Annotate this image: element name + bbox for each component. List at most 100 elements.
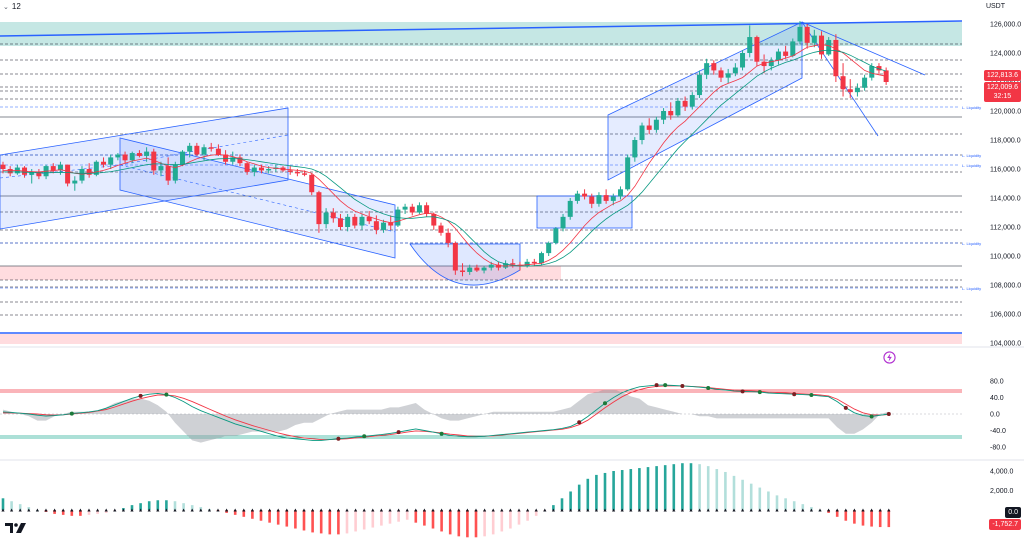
- tradingview-logo-icon[interactable]: [5, 521, 27, 535]
- cross-marker: [654, 383, 659, 388]
- currency-label: USDT: [985, 3, 1005, 10]
- histogram-bar: [337, 510, 340, 535]
- candle-body: [330, 212, 336, 219]
- cross-marker: [680, 383, 685, 388]
- histogram-bar: [87, 510, 91, 515]
- signal-arrow: [87, 508, 91, 512]
- histogram-bar: [156, 500, 160, 510]
- candle-body: [668, 111, 674, 116]
- histogram-bar: [311, 510, 314, 533]
- signal-arrow: [61, 508, 65, 512]
- candle-body: [359, 216, 365, 226]
- candle-body: [373, 221, 379, 230]
- signal-arrow: [526, 508, 530, 512]
- candle-body: [366, 216, 372, 222]
- histogram-bar: [182, 503, 185, 510]
- histogram-bar: [638, 468, 641, 510]
- signal-arrow: [775, 508, 779, 512]
- histogram-bar: [259, 510, 263, 521]
- signal-arrow: [655, 508, 659, 512]
- candle-body: [718, 70, 724, 78]
- liquidity-label: L. Liquidity: [962, 153, 981, 158]
- signal-arrow: [199, 508, 203, 512]
- histogram-bar: [732, 475, 736, 510]
- histogram-bar: [268, 510, 271, 523]
- oscillator-pane: 80.0 40.0 0.0 -40.0 -80.0: [0, 379, 1006, 452]
- signal-arrow: [646, 508, 650, 512]
- candle-body: [57, 164, 63, 171]
- candle-body: [869, 66, 875, 78]
- candle-body: [826, 39, 832, 55]
- candle-body: [553, 228, 559, 243]
- histogram-bar: [70, 510, 74, 516]
- histogram-bar: [483, 510, 486, 537]
- signal-arrow: [792, 508, 796, 512]
- candle-body: [560, 216, 566, 229]
- signal-arrow: [612, 508, 616, 512]
- candle-body: [503, 263, 509, 268]
- candle-body: [244, 163, 250, 172]
- candle-body: [574, 193, 580, 201]
- lightning-alert-icon[interactable]: [883, 351, 896, 364]
- price-tick-label: 126,000.0: [990, 22, 1021, 29]
- candle-body: [29, 171, 35, 175]
- signal-arrow: [233, 508, 237, 512]
- price-tick-label: 112,000.0: [990, 225, 1021, 232]
- signal-arrow: [431, 508, 435, 512]
- cross-marker: [396, 430, 401, 435]
- candle-body: [883, 70, 889, 82]
- histogram-bar: [517, 510, 521, 525]
- cross-marker: [69, 411, 74, 416]
- signal-arrow: [164, 508, 168, 512]
- cross-marker: [138, 393, 143, 398]
- signal-arrow: [577, 508, 581, 512]
- chevron-down-icon: ⌄: [3, 3, 9, 11]
- cross-marker: [792, 392, 797, 397]
- signal-arrow: [809, 508, 813, 512]
- signal-arrow: [827, 508, 831, 512]
- histogram-bar: [233, 510, 237, 515]
- histogram-bar: [294, 510, 297, 529]
- descending-line: [801, 21, 926, 76]
- signal-arrow: [637, 508, 641, 512]
- histogram-bar: [569, 491, 572, 510]
- candle-body: [230, 157, 236, 162]
- histogram-bar: [689, 463, 693, 510]
- candle-body: [452, 242, 458, 271]
- candle-body: [237, 157, 243, 164]
- histogram-bar: [560, 498, 564, 510]
- signal-arrow: [818, 508, 822, 512]
- cross-marker: [843, 405, 848, 410]
- histogram-bar: [586, 478, 590, 510]
- signal-arrow: [844, 508, 848, 512]
- candle-body: [416, 205, 422, 213]
- histogram-bar: [672, 464, 676, 510]
- histogram-bar: [801, 504, 805, 510]
- histogram-bar: [96, 510, 99, 514]
- liquidity-label: L. Liquidity: [962, 241, 981, 246]
- candle-body: [431, 213, 437, 226]
- signal-arrow: [397, 508, 401, 512]
- candle-body: [510, 263, 516, 265]
- cross-marker: [886, 412, 891, 416]
- interval-selector[interactable]: ⌄ 12: [3, 2, 21, 11]
- histogram-bar: [302, 510, 306, 531]
- lower-demand-zone: [0, 334, 962, 344]
- candle-body: [603, 195, 609, 201]
- signal-arrow: [766, 508, 770, 512]
- histogram-bar: [509, 510, 512, 529]
- histogram-bar: [319, 510, 323, 534]
- histogram-bar: [741, 479, 744, 510]
- candle-body: [309, 174, 315, 193]
- liquidity-label: L. Liquidity: [962, 105, 981, 110]
- signal-arrow: [861, 508, 865, 512]
- signal-arrow: [680, 508, 684, 512]
- candle-body: [582, 193, 588, 197]
- cross-marker: [362, 434, 367, 439]
- signal-arrow: [130, 508, 134, 512]
- signal-arrow: [345, 508, 349, 512]
- candle-body: [768, 60, 774, 67]
- signal-arrow: [405, 508, 409, 512]
- candle-body: [754, 37, 760, 62]
